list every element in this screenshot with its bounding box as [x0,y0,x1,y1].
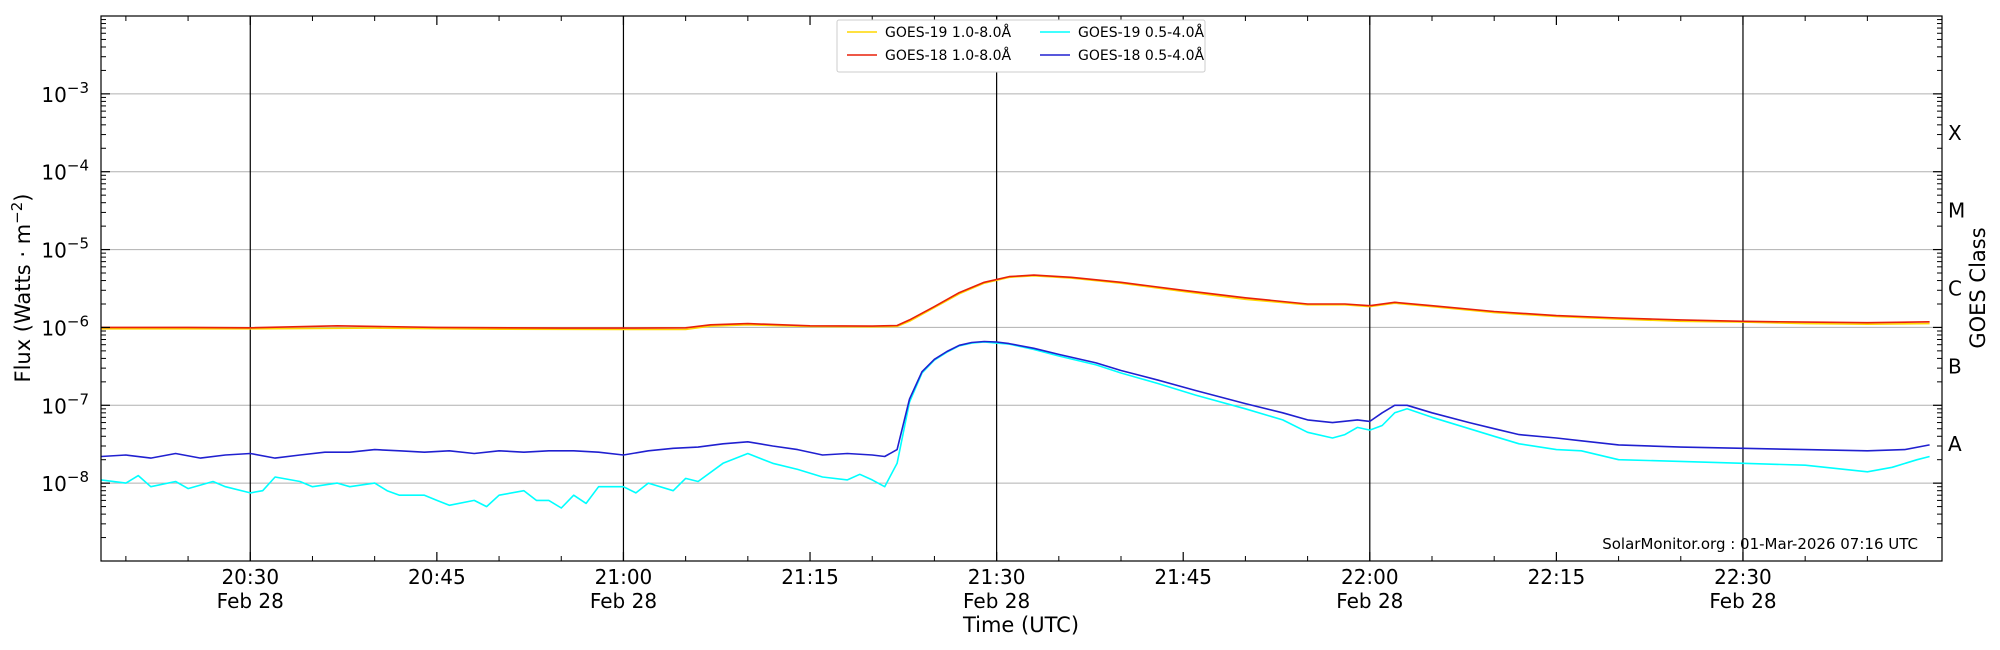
x-tick-label: 22:00 [1341,565,1399,589]
x-tick-label: 21:45 [1154,565,1212,589]
data-series [100,274,1930,509]
x-tick-date-label: Feb 28 [1336,589,1403,613]
goes-class-a: A [1948,432,1962,456]
y-axis-label: Flux (Watts · m−2) [8,193,35,382]
y-tick-label: 10−4 [41,157,89,185]
x-tick-label: 20:30 [221,565,279,589]
y-tick-label: 10−3 [41,79,89,107]
legend: GOES-19 1.0-8.0Å GOES-18 1.0-8.0Å GOES-19 … [836,19,1206,73]
x-axis-label: Time (UTC) [962,613,1079,637]
series-line [100,341,1930,509]
credit-text: SolarMonitor.org : 01-Mar-2026 07:16 UTC [1602,535,1918,553]
series-line [101,274,1930,329]
x-tick-label: 21:00 [595,565,653,589]
goes-class-labels: A B C M X [1948,121,1965,456]
series-line [100,340,1930,459]
x-tick-label: 21:30 [968,565,1026,589]
y-tick-label: 10−6 [41,312,89,340]
goes-class-m: M [1948,199,1965,223]
y-tick-label: 10−8 [41,468,89,496]
major-time-lines [249,16,1744,561]
x-tick-label: 22:15 [1528,565,1586,589]
x-tick-date-label: Feb 28 [963,589,1030,613]
x-tick-date-label: Feb 28 [217,589,284,613]
y-tick-label: 10−5 [41,235,89,263]
legend-label: GOES-18 1.0-8.0Å [885,47,1011,64]
plot-background [101,16,1942,561]
x-tick-label: 20:45 [408,565,466,589]
x-tick-date-label: Feb 28 [590,589,657,613]
plot-frame [100,15,1943,562]
x-tick-label: 21:15 [781,565,839,589]
legend-label: GOES-19 0.5-4.0Å [1078,24,1204,41]
legend-label: GOES-18 0.5-4.0Å [1078,47,1204,64]
y-axis-ticks: 10−8 10−7 10−6 10−5 10−4 10−3 [41,19,1942,539]
goes-class-c: C [1948,277,1962,301]
x-tick-date-label: Feb 28 [1709,589,1776,613]
legend-label: GOES-19 1.0-8.0Å [885,24,1011,41]
y-tick-label: 10−7 [41,390,89,418]
legend-box [836,19,1206,73]
goes-class-x: X [1948,121,1962,145]
goes-class-axis-label: GOES Class [1966,227,1990,348]
x-tick-label: 22:30 [1714,565,1772,589]
goes-class-b: B [1948,354,1962,378]
